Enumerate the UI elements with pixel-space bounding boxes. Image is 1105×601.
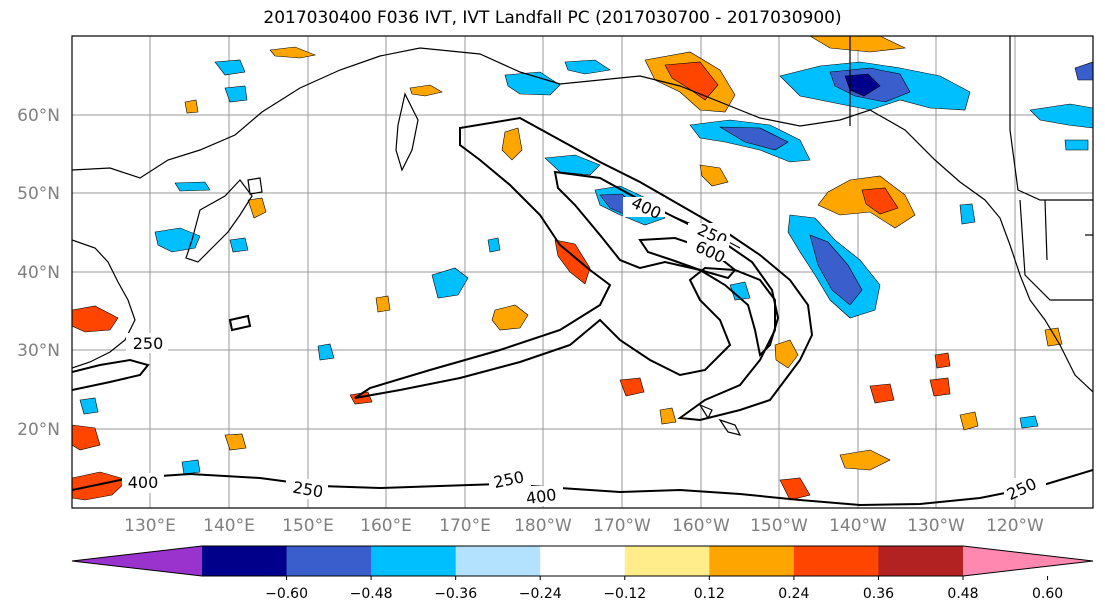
map-frame — [71, 35, 1094, 509]
lon-label: 150°W — [750, 516, 808, 536]
lon-label: 160°E — [360, 516, 412, 536]
colorbar-tick-label: 0.48 — [947, 586, 978, 601]
colorbar-segment — [624, 546, 710, 576]
colorbar-tick-label: −0.60 — [265, 586, 308, 601]
contour-label: 250 — [133, 334, 164, 353]
contour-label: 400 — [128, 473, 159, 492]
lon-label: 160°W — [672, 516, 730, 536]
lon-label: 130°W — [907, 516, 965, 536]
ivt-contour-labels: 250 250 400 250 600 400 250 400 250 — [122, 193, 1046, 508]
latitude-labels: 20°N 30°N 40°N 50°N 60°N — [17, 106, 60, 440]
lat-label: 60°N — [17, 106, 60, 126]
colorbar-tick-label: 0.60 — [1032, 586, 1063, 601]
colorbar-outline — [71, 545, 1094, 577]
lat-label: 20°N — [17, 420, 60, 440]
lon-label: 130°E — [124, 516, 176, 536]
colorbar-tick-label: −0.12 — [603, 586, 646, 601]
lon-label: 120°W — [986, 516, 1044, 536]
negative-anomaly-patches — [79, 59, 1093, 475]
colorbar-tick-label: −0.36 — [434, 586, 477, 601]
contour-label: 400 — [525, 485, 558, 508]
colorbar-tick-label: −0.24 — [519, 586, 562, 601]
colorbar: −0.60 −0.48 −0.36 −0.24 −0.12 0.12 0.24 0.36 0.4… — [71, 545, 1094, 601]
colorbar-tick-label: 0.12 — [694, 586, 725, 601]
colorbar-segment — [709, 546, 795, 576]
colorbar-segment — [202, 546, 288, 576]
colorbar-tick-label: −0.48 — [350, 586, 393, 601]
colorbar-extend-low — [72, 546, 202, 576]
colorbar-segment — [878, 546, 964, 576]
colorbar-segment — [286, 546, 372, 576]
colorbar-segment — [540, 546, 626, 576]
colorbar-segment — [455, 546, 541, 576]
lat-label: 50°N — [17, 184, 60, 204]
lat-label: 30°N — [17, 341, 60, 361]
lon-label: 150°E — [282, 516, 334, 536]
positive-anomaly-patches — [72, 36, 1063, 501]
lat-label: 40°N — [17, 263, 60, 283]
colorbar-tick-label: 0.36 — [863, 586, 894, 601]
lon-label: 170°W — [593, 516, 651, 536]
lon-label: 170°E — [439, 516, 491, 536]
graticule — [72, 36, 1093, 508]
longitude-labels: 130°E 140°E 150°E 160°E 170°E 180°W 170°… — [124, 516, 1044, 536]
lon-label: 180°W — [514, 516, 572, 536]
colorbar-tick-label: 0.24 — [778, 586, 809, 601]
colorbar-extend-high — [963, 546, 1093, 576]
colorbar-segment — [371, 546, 457, 576]
lon-label: 140°E — [203, 516, 255, 536]
colorbar-segment — [793, 546, 879, 576]
map-title: 2017030400 F036 IVT, IVT Landfall PC (20… — [263, 8, 842, 28]
lon-label: 140°W — [829, 516, 887, 536]
